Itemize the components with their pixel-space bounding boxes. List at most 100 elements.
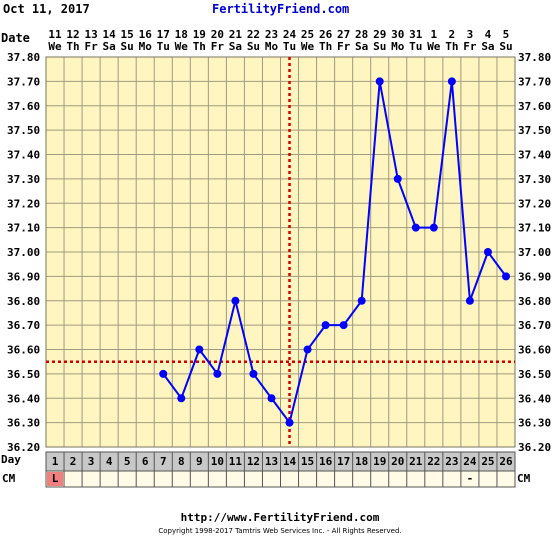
y-tick-label-left: 37.50 [7,124,40,137]
weekday-label: Mo [265,40,279,53]
temperature-point [375,77,384,86]
date-label: 15 [121,28,134,41]
y-tick-label-right: 36.20 [518,441,551,454]
weekday-label: Sa [103,40,116,53]
y-tick-label-left: 37.10 [7,222,40,235]
cm-row-label-left: CM [2,472,16,485]
chart-date: Oct 11, 2017 [3,2,90,16]
date-label: 18 [175,28,188,41]
weekday-label: Tu [283,40,296,53]
weekday-label: Tu [157,40,170,53]
temperature-point [483,248,492,256]
y-tick-label-left: 36.30 [7,417,40,430]
temperature-point [447,77,456,86]
temperature-point [213,369,222,378]
footer-url-link[interactable]: http://www.FertilityFriend.com [180,511,380,524]
cycle-day-label: 15 [301,455,314,468]
temperature-point [303,345,312,354]
temperature-point [321,321,330,330]
cycle-day-label: 8 [178,455,185,468]
y-tick-label-right: 37.40 [518,149,551,162]
weekday-label: Su [121,40,134,53]
date-label: 12 [66,28,79,41]
y-tick-label-right: 37.50 [518,124,551,137]
cm-value: L [52,472,59,485]
temperature-series [159,77,510,427]
temperature-line [162,81,507,425]
date-label: 5 [503,28,510,41]
cycle-day-label: 17 [337,455,350,468]
cycle-day-label: 7 [160,455,167,468]
date-label: 27 [337,28,350,41]
date-label: 17 [157,28,170,41]
date-label: 25 [301,28,314,41]
weekday-label: We [175,40,189,53]
cycle-day-label: 13 [265,455,278,468]
date-label: 3 [467,28,474,41]
cycle-day-label: 9 [196,455,203,468]
temperature-point [501,272,510,281]
date-label: 13 [84,28,97,41]
cycle-day-label: 1 [52,455,59,468]
date-label: 4 [485,28,492,41]
plot-border [45,56,516,448]
temperature-point [267,394,276,403]
y-tick-label-left: 37.70 [7,75,40,88]
temperature-point [429,223,438,232]
y-tick-label-right: 37.60 [518,100,551,113]
y-tick-label-right: 37.70 [518,75,551,88]
cycle-day-label: 20 [391,455,404,468]
date-label: 30 [391,28,404,41]
copyright-text: Copyright 1998-2017 Tamtris Web Services… [158,527,402,535]
date-label: 28 [355,28,368,41]
temperature-point [231,296,240,305]
y-tick-label-left: 36.20 [7,441,40,454]
cycle-day-label: 14 [283,455,297,468]
weekday-label: Sa [355,40,368,53]
date-label: 22 [247,28,260,41]
weekday-label: We [48,40,62,53]
y-tick-label-left: 37.40 [7,149,40,162]
day-and-cm-rows: 1L2 3 4 5 6 7 8 9 10 11 12 13 14 15 16 17 18 19 20 21 22 23 24… [45,451,516,488]
y-tick-label-right: 37.20 [518,197,551,210]
y-tick-label-left: 36.40 [7,392,40,405]
y-tick-label-left: 36.80 [7,295,40,308]
weekday-label: Fr [463,40,477,53]
y-tick-label-left: 36.90 [7,270,40,283]
y-tick-label-right: 36.50 [518,368,551,381]
y-tick-label-right: 36.90 [518,270,551,283]
site-title-link[interactable]: FertilityFriend.com [212,2,350,16]
weekday-label: Th [193,40,206,53]
weekday-label: We [427,40,441,53]
temperature-point [339,321,348,330]
weekday-label: Su [373,40,386,53]
y-tick-label-right: 36.30 [518,417,551,430]
x-axis-labels: 11We12Th13Fr14Sa15Su16Mo17Tu18We19Th20Fr… [48,28,512,53]
cycle-day-label: 26 [499,455,513,468]
temperature-point [393,174,402,183]
y-tick-label-left: 37.60 [7,100,40,113]
cycle-day-label: 19 [373,455,386,468]
weekday-label: Mo [139,40,153,53]
date-label: 20 [211,28,224,41]
weekday-label: Fr [211,40,225,53]
y-tick-label-left: 37.30 [7,173,40,186]
cycle-day-label: 21 [409,455,423,468]
cycle-day-label: 25 [481,455,494,468]
date-label: 19 [193,28,206,41]
temperature-point [249,369,258,378]
y-tick-label-right: 36.40 [518,392,551,405]
cycle-day-label: 10 [211,455,224,468]
weekday-label: Sa [229,40,242,53]
weekday-label: Th [319,40,332,53]
date-label: 21 [229,28,243,41]
weekday-label: Su [247,40,260,53]
weekday-label: Sa [481,40,494,53]
grid-lines [45,56,516,448]
date-row-label: Date [1,31,30,45]
weekday-label: Th [66,40,79,53]
y-tick-label-left: 37.20 [7,197,40,210]
cycle-day-label: 12 [247,455,260,468]
